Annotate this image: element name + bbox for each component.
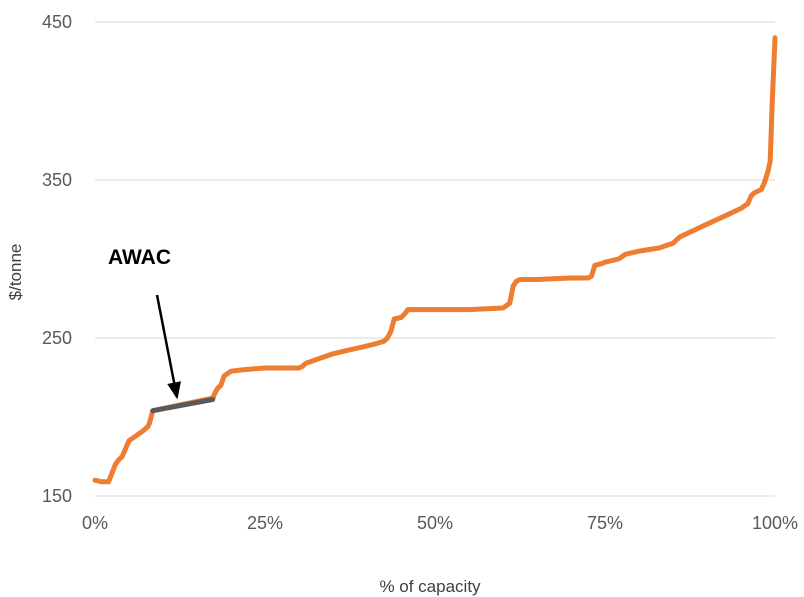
- awac-segment-line: [150, 397, 216, 414]
- series-lines: [92, 35, 778, 485]
- x-tick-labels: 0% 25% 50% 75% 100%: [82, 513, 798, 533]
- gridlines: [95, 21, 775, 497]
- y-axis-label: $/tonne: [6, 244, 25, 301]
- x-tick-label: 25%: [247, 513, 283, 533]
- x-tick-label: 75%: [587, 513, 623, 533]
- annotation-awac-label: AWAC: [108, 246, 171, 269]
- y-tick-label: 450: [42, 12, 72, 32]
- annotations: AWAC: [108, 246, 181, 400]
- y-tick-label: 250: [42, 328, 72, 348]
- x-tick-label: 0%: [82, 513, 108, 533]
- y-tick-label: 350: [42, 170, 72, 190]
- x-tick-label: 100%: [752, 513, 798, 533]
- cost-curve-line: [92, 35, 778, 485]
- x-tick-label: 50%: [417, 513, 453, 533]
- y-tick-label: 150: [42, 486, 72, 506]
- x-axis-label: % of capacity: [379, 577, 481, 596]
- annotation-arrow-head: [167, 381, 181, 400]
- y-tick-labels: 150 250 350 450: [42, 12, 72, 506]
- annotation-arrow-line: [155, 294, 179, 398]
